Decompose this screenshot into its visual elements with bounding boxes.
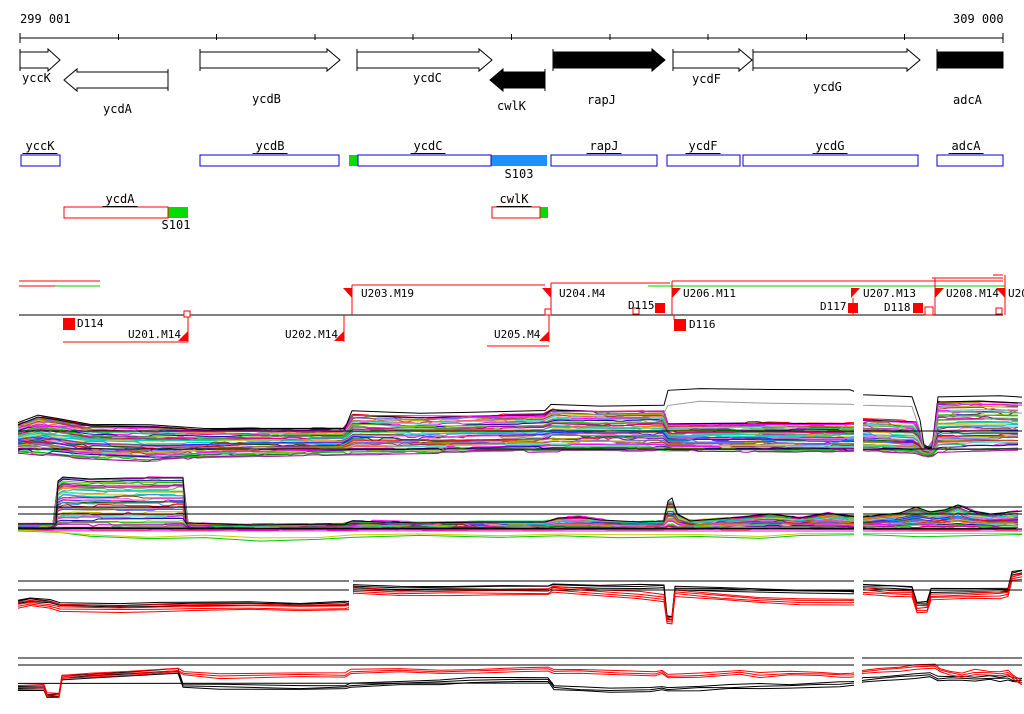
profile-line <box>17 670 1023 697</box>
data-gap <box>854 469 863 547</box>
gene-arrow-rapJ[interactable] <box>552 47 666 73</box>
segment-marker-open[interactable] <box>544 308 552 316</box>
cds-box-ycdF[interactable] <box>666 154 741 167</box>
profile-line <box>17 443 1019 458</box>
cds-box-cwlK[interactable] <box>491 206 541 219</box>
gene-arrow-ycdA[interactable] <box>63 67 169 93</box>
segment-marker-filled[interactable] <box>655 303 665 313</box>
profile-line <box>17 573 1023 620</box>
cds-box-rapJ[interactable] <box>550 154 658 167</box>
gene-track-item <box>672 47 753 73</box>
gene-arrow-cwlK[interactable] <box>489 67 546 93</box>
cds-segment-block[interactable] <box>168 207 188 218</box>
segment-flag-icon[interactable] <box>334 331 344 341</box>
profile-line <box>17 578 1023 625</box>
gene-arrow-adcA[interactable] <box>936 51 1004 69</box>
segment-marker-filled[interactable] <box>674 319 686 331</box>
profile-line <box>17 530 1023 542</box>
cds-segment-block[interactable] <box>540 207 548 218</box>
segment-flag-icon[interactable] <box>996 288 1005 298</box>
profile-line <box>18 511 1019 530</box>
segment-marker-filled[interactable] <box>63 318 75 330</box>
profile-line <box>17 572 1023 621</box>
gene-track-item <box>489 67 546 93</box>
data-gap <box>854 383 863 467</box>
segment-flag-icon[interactable] <box>343 288 352 298</box>
profile-line <box>17 667 1023 698</box>
expression-panel-2 <box>17 469 1023 547</box>
profile-line <box>17 429 1018 455</box>
segment-flag-icon[interactable] <box>542 288 551 298</box>
data-gap <box>349 558 353 632</box>
segment-flag-icon[interactable] <box>672 288 681 298</box>
profile-line <box>17 667 1023 696</box>
cds-box-yccK[interactable] <box>20 154 61 167</box>
cds-box-item <box>936 154 1004 167</box>
cds-box-item <box>666 154 741 167</box>
segment-flag-icon[interactable] <box>539 331 549 341</box>
profile-line <box>17 663 1023 694</box>
gene-track-item <box>552 47 666 73</box>
cds-box-item <box>491 206 548 219</box>
expression-panel-4 <box>17 648 1023 713</box>
gene-arrow-ycdF[interactable] <box>672 47 753 73</box>
cds-box-item <box>20 154 61 167</box>
data-gap <box>854 648 862 713</box>
expression-panel-3 <box>17 558 1023 632</box>
cds-box-item <box>63 206 188 219</box>
ruler <box>19 33 1004 43</box>
segment-marker-filled[interactable] <box>848 303 858 313</box>
data-gap <box>854 558 863 632</box>
profile-line <box>18 665 1023 696</box>
gene-track-item <box>63 67 169 93</box>
profile-line <box>17 576 1023 623</box>
profile-line <box>17 418 1019 452</box>
gene-arrow-ycdC[interactable] <box>356 47 493 73</box>
profile-envelope <box>18 476 1023 526</box>
segment-flag-icon[interactable] <box>851 288 860 298</box>
segment-flag-icon[interactable] <box>935 288 944 298</box>
cds-box-item <box>550 154 658 167</box>
cds-box-ycdA[interactable] <box>63 206 169 219</box>
segment-marker-filled[interactable] <box>913 303 923 313</box>
gene-track-item <box>356 47 493 73</box>
profile-line <box>17 405 1019 450</box>
gene-track-item <box>936 49 1004 71</box>
cds-box-ycdG[interactable] <box>742 154 919 167</box>
expression-panel-1 <box>17 383 1023 467</box>
gene-track-item <box>752 47 921 73</box>
cds-box-ycdB[interactable] <box>199 154 340 167</box>
gene-arrow-ycdB[interactable] <box>199 47 341 73</box>
cds-segment-block[interactable] <box>349 155 358 166</box>
profile-line <box>17 569 1023 618</box>
profile-line <box>17 388 1023 449</box>
cds-box-adcA[interactable] <box>936 154 1004 167</box>
segment-flag-icon[interactable] <box>178 331 188 341</box>
profile-line <box>659 400 1023 453</box>
gene-arrow-yccK[interactable] <box>19 47 61 73</box>
cds-segment-block[interactable] <box>491 155 547 166</box>
cds-box-item <box>199 154 340 167</box>
segment-track <box>19 274 1006 347</box>
gene-track-item <box>19 47 61 73</box>
segment-marker-open[interactable] <box>995 307 1003 315</box>
cds-box-item <box>742 154 919 167</box>
profile-line <box>17 529 1023 539</box>
profile-line <box>18 672 1023 699</box>
segment-marker-open[interactable] <box>183 310 191 318</box>
gene-track-item <box>199 47 341 73</box>
gene-arrow-ycdG[interactable] <box>752 47 921 73</box>
profile-line <box>17 449 1019 463</box>
segment-marker-open[interactable] <box>924 306 934 316</box>
cds-box-item <box>349 154 547 167</box>
cds-box-ycdC[interactable] <box>357 154 492 167</box>
segment-marker-open[interactable] <box>632 307 640 315</box>
